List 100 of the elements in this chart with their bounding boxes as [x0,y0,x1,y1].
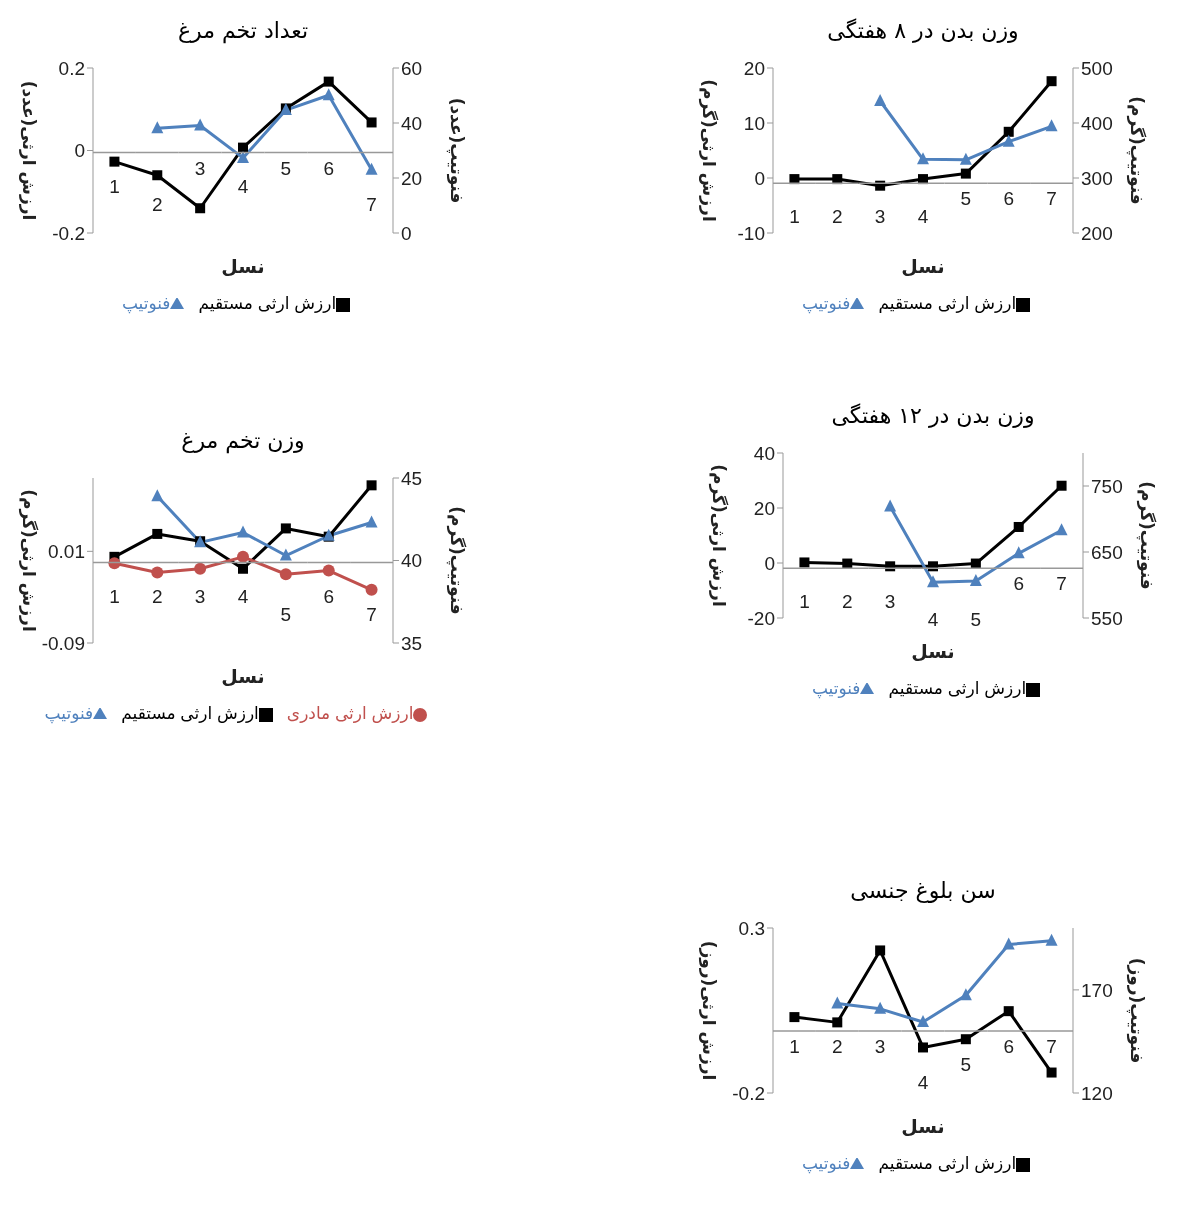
x-tick-label: 1 [109,585,120,607]
x-tick-label: 4 [237,175,249,197]
point [1045,119,1058,132]
x-tick-label: 3 [194,585,206,607]
point [789,174,800,185]
y-axis-title: ارزش ارثی(گرم) [18,489,39,632]
point [874,1001,887,1014]
legend-label: ارزش ارثی مستقیم [878,294,1017,313]
y2-tick-label: 0 [401,222,412,244]
point [237,550,249,563]
x-tick-label: 1 [109,175,120,197]
y-tick-label: -20 [747,607,775,629]
legend-label: ارزش ارثی مستقیم [198,294,337,313]
legend-label: ارزش ارثی مادری [286,704,414,723]
y-tick-label: 10 [743,112,765,134]
point [279,568,292,581]
point [365,583,378,596]
point [875,945,886,956]
x-tick-label: 3 [194,157,206,179]
point [969,574,982,587]
point [918,1042,928,1053]
x-axis-title: نسل [221,666,265,687]
x-tick-label: 2 [152,193,163,215]
x-tick-label: 5 [960,1054,972,1075]
point [927,575,939,588]
point [832,1017,843,1028]
point [151,566,164,579]
x-tick-label: 7 [366,193,377,215]
point [832,174,843,185]
y2-tick-label: 60 [401,57,423,79]
point [365,515,378,528]
point [109,156,120,167]
x-tick-label: 7 [1046,188,1057,210]
x-tick-label: 7 [1046,1036,1057,1057]
point [799,557,810,568]
y2-axis-title: فنوتیپ(گرم) [1126,96,1147,205]
y-tick-label: 0.01 [48,541,85,563]
point [152,528,163,539]
legend-label: ارزش ارثی مستقیم [888,679,1027,698]
legend-label: فنوتیپ [121,294,171,313]
x-tick-label: 6 [1003,188,1014,210]
y2-tick-label: 170 [1081,979,1113,1001]
point [875,180,886,191]
point [322,88,335,101]
x-tick-label: 3 [874,1036,886,1057]
x-tick-label: 4 [917,206,929,228]
y2-tick-label: 550 [1091,607,1123,629]
point [1003,126,1014,137]
point [928,561,938,572]
point [842,558,853,569]
x-tick-label: 4 [237,585,249,607]
point [279,548,292,561]
y-tick-label: 0 [74,140,85,162]
chart-title: وزن تخم مرغ [180,428,306,456]
y-axis-title: ارزش ارثی(گرم) [698,79,719,222]
y-tick-label: 0.2 [58,57,85,79]
chart-title: سن بلوغ جنسی [849,878,997,905]
x-tick-label: 7 [1056,573,1067,595]
x-tick-label: 3 [884,591,896,613]
x-tick-label: 6 [1013,573,1024,595]
point [874,94,887,106]
x-tick-label: 1 [789,206,800,228]
legend-label: فنوتیپ [801,1154,851,1173]
x-axis-title: نسل [901,1116,945,1137]
point [884,499,897,512]
x-tick-label: 7 [366,603,377,625]
point [1002,937,1015,950]
y2-tick-label: 40 [401,550,423,572]
y2-tick-label: 35 [401,632,423,654]
point [365,162,378,175]
y-tick-label: 20 [753,497,775,519]
point [151,489,164,502]
y2-tick-label: 400 [1081,112,1113,134]
y-axis-title: ارزش ارثی(عدد) [19,80,39,221]
y-tick-label: 0.3 [738,917,765,939]
point [1046,1067,1057,1078]
y2-tick-label: 500 [1081,57,1113,79]
x-tick-label: 5 [960,188,972,210]
legend-label: ارزش ارثی مستقیم [878,1154,1017,1173]
chart-title: وزن بدن در ۸ هفتگی [826,18,1020,45]
x-tick-label: 2 [152,585,163,607]
x-tick-label: 2 [832,1036,843,1057]
y2-tick-label: 20 [401,167,423,189]
point [960,1034,971,1045]
y2-tick-label: 120 [1081,1082,1113,1104]
y2-axis-title: فنوتیپ(گرم) [446,506,467,615]
y2-tick-label: 300 [1081,167,1113,189]
x-axis-title: نسل [901,256,945,277]
point [322,564,335,577]
x-axis-title: نسل [221,256,265,277]
y2-tick-label: 650 [1091,541,1123,563]
point [280,523,291,534]
x-tick-label: 6 [1003,1036,1014,1057]
point [831,996,844,1009]
point [1013,521,1024,532]
x-axis-title: نسل [911,641,955,662]
x-tick-label: 6 [323,585,334,607]
y-tick-label: -10 [737,222,765,244]
point [1012,546,1025,559]
point [1055,523,1068,536]
